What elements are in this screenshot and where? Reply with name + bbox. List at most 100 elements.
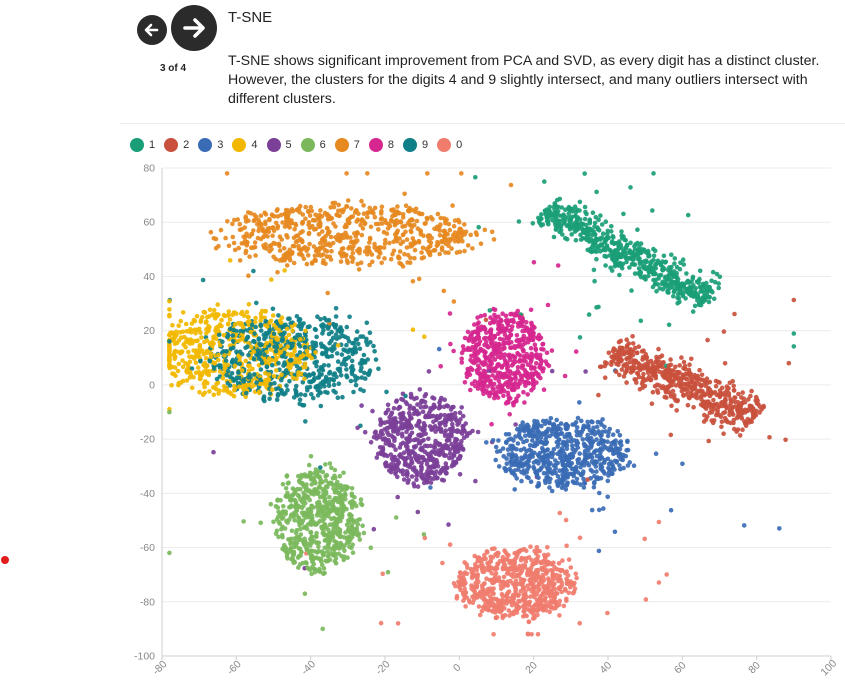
legend-label: 0 (456, 139, 463, 151)
scatter-point-digit-4 (240, 335, 246, 341)
scatter-point-digit-9 (292, 335, 298, 341)
scatter-point-digit-9 (274, 345, 280, 350)
scatter-point-digit-8 (472, 322, 477, 327)
scatter-point-digit-7 (368, 224, 374, 230)
scatter-point-digit-5 (446, 522, 451, 527)
scatter-point-digit-4 (183, 345, 188, 350)
scatter-point-digit-7 (322, 238, 328, 244)
scatter-point-digit-9 (347, 314, 352, 320)
scatter-point-digit-7 (251, 228, 256, 233)
scatter-point-digit-2 (687, 362, 692, 368)
legend-item-4[interactable]: 4 (232, 138, 258, 152)
scatter-point-digit-2 (783, 437, 788, 443)
legend-item-6[interactable]: 6 (300, 138, 326, 152)
scatter-point-digit-0 (472, 553, 478, 559)
scatter-point-digit-7 (237, 258, 243, 263)
scatter-point-digit-9 (280, 338, 285, 343)
scatter-point-digit-8 (493, 376, 498, 381)
scatter-point-digit-6 (292, 518, 297, 523)
scatter-point-digit-7 (404, 245, 410, 250)
legend-item-1[interactable]: 1 (130, 138, 155, 152)
scatter-point-digit-7 (284, 263, 290, 268)
scatter-point-digit-2 (711, 397, 716, 403)
scatter-point-digit-2 (606, 350, 612, 356)
scatter-point-digit-2 (735, 427, 741, 432)
scatter-point-digit-3 (594, 453, 600, 459)
scatter-point-digit-8 (499, 329, 504, 334)
scatter-point-digit-2 (731, 387, 737, 393)
scatter-point-digit-3 (496, 438, 501, 443)
scatter-point-digit-7 (308, 204, 314, 210)
scatter-point-digit-7 (277, 248, 283, 253)
scatter-point-digit-4 (271, 373, 277, 379)
legend-item-8[interactable]: 8 (368, 138, 394, 152)
scatter-point-digit-4 (227, 258, 233, 263)
scatter-point-digit-0 (521, 614, 526, 619)
scatter-point-digit-9 (331, 335, 336, 341)
scatter-point-digit-1 (635, 256, 641, 262)
next-button[interactable] (171, 5, 217, 51)
scatter-point-digit-9 (316, 368, 322, 373)
scatter-point-digit-1 (672, 261, 677, 266)
scatter-point-digit-4 (214, 313, 220, 319)
scatter-point-digit-8 (562, 373, 568, 379)
scatter-point-digit-4 (227, 317, 233, 322)
scatter-point-digit-5 (442, 453, 447, 459)
legend-item-7[interactable]: 7 (334, 138, 360, 152)
scatter-point-digit-5 (371, 526, 377, 532)
scatter-point-digit-7 (344, 232, 349, 238)
scatter-point-digit-3 (428, 485, 433, 490)
scatter-point-digit-7 (293, 223, 299, 228)
scatter-point-digit-4 (167, 312, 172, 318)
scatter-point-digit-4 (292, 322, 298, 328)
scatter-point-digit-6 (368, 545, 374, 550)
legend-item-5[interactable]: 5 (266, 138, 292, 152)
scatter-point-digit-7 (406, 209, 412, 214)
scatter-point-digit-1 (651, 257, 656, 263)
legend-item-2[interactable]: 2 (164, 138, 189, 152)
scatter-point-digit-1 (661, 253, 667, 259)
scatter-point-digit-2 (668, 391, 673, 397)
scatter-point-digit-5 (434, 469, 439, 474)
scatter-point-digit-2 (596, 392, 601, 398)
prev-button[interactable] (137, 15, 167, 45)
scatter-point-digit-2 (719, 419, 725, 425)
scatter-point-digit-4 (193, 331, 198, 336)
scatter-point-digit-2 (754, 401, 760, 406)
scatter-point-digit-2 (736, 391, 741, 397)
legend-item-3[interactable]: 3 (198, 138, 223, 152)
scatter-point-digit-6 (326, 527, 331, 533)
scatter-point-digit-9 (357, 346, 363, 352)
scatter-point-digit-9 (274, 397, 280, 403)
scatter-point-digit-2 (710, 420, 716, 426)
scatter-point-digit-7 (211, 236, 217, 241)
scatter-point-digit-4 (215, 380, 221, 385)
scatter-point-digit-9 (331, 377, 337, 383)
legend-item-9[interactable]: 9 (403, 138, 428, 152)
legend-item-0[interactable]: 0 (437, 138, 462, 152)
scatter-point-digit-5 (377, 434, 383, 440)
scatter-point-digit-0 (489, 565, 494, 570)
x-tick-label: 80 (746, 659, 763, 676)
scatter-point-digit-5 (385, 430, 390, 435)
scatter-point-digit-9 (280, 354, 285, 359)
scatter-point-digit-6 (349, 493, 355, 498)
scatter-point-digit-2 (624, 367, 630, 372)
scatter-point-digit-4 (187, 359, 193, 365)
scatter-point-digit-4 (302, 376, 307, 382)
scatter-point-digit-6 (337, 544, 342, 550)
scatter-point-digit-7 (252, 240, 258, 245)
scatter-point-digit-0 (440, 560, 445, 566)
scatter-point-digit-9 (327, 371, 332, 376)
scatter-point-digit-9 (302, 345, 308, 350)
scatter-point-digit-7 (289, 207, 295, 212)
scatter-point-digit-5 (431, 396, 437, 401)
scatter-point-digit-2 (748, 393, 753, 399)
scatter-point-digit-3 (596, 441, 601, 447)
scatter-point-digit-5 (408, 395, 414, 400)
scatter-point-digit-8 (506, 341, 511, 346)
scatter-point-digit-2 (709, 409, 715, 415)
scatter-point-digit-7 (416, 276, 422, 282)
scatter-point-digit-0 (505, 579, 511, 584)
scatter-point-digit-7 (300, 212, 306, 217)
